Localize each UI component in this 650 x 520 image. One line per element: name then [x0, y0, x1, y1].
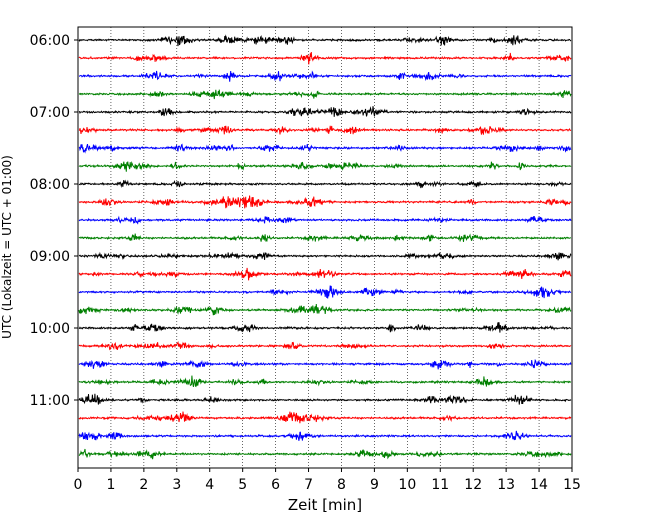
x-tick-label: 13	[497, 477, 515, 493]
seismic-trace	[78, 143, 572, 154]
x-tick-label: 10	[398, 477, 416, 493]
x-tick-label: 9	[370, 477, 379, 493]
seismic-trace	[78, 160, 572, 172]
seismic-trace	[78, 233, 572, 242]
seismic-trace	[78, 215, 572, 225]
y-axis-ticks: 06:00 07:00 08:00 09:00 10:00 11:00	[30, 33, 78, 409]
x-tick-label: 4	[205, 477, 214, 493]
y-tick-label: 11:00	[30, 393, 70, 409]
seismic-trace	[78, 303, 572, 316]
seismic-trace	[78, 70, 572, 82]
seismic-trace	[78, 125, 572, 135]
x-axis-label: Zeit [min]	[288, 496, 362, 514]
seismic-trace	[78, 341, 572, 351]
seismic-trace	[78, 285, 572, 299]
x-tick-label: 12	[464, 477, 482, 493]
y-tick-label: 08:00	[30, 177, 70, 193]
x-tick-label: 5	[238, 477, 247, 493]
x-tick-label: 11	[431, 477, 449, 493]
x-tick-label: 7	[304, 477, 313, 493]
seismic-trace	[78, 430, 572, 441]
seismic-trace	[78, 358, 572, 370]
seismic-trace	[78, 322, 572, 333]
y-tick-label: 09:00	[30, 249, 70, 265]
seismic-trace	[78, 251, 572, 261]
x-tick-label: 1	[106, 477, 115, 493]
y-axis-label: UTC (Lokalzeit = UTC + 01:00)	[0, 155, 14, 339]
seismic-trace	[78, 375, 572, 388]
seismic-trace	[78, 89, 572, 100]
seismic-trace	[78, 51, 572, 65]
x-tick-label: 14	[530, 477, 548, 493]
seismic-trace	[78, 106, 572, 117]
y-tick-label: 10:00	[30, 321, 70, 337]
y-tick-label: 06:00	[30, 33, 70, 49]
y-tick-label: 07:00	[30, 105, 70, 121]
x-tick-label: 15	[563, 477, 581, 493]
seismic-trace	[78, 448, 572, 460]
seismic-traces	[78, 34, 572, 460]
seismic-trace	[78, 179, 572, 189]
x-tick-label: 6	[271, 477, 280, 493]
seismic-trace	[78, 267, 572, 281]
x-axis-ticks: 0 1 2 3 4 5 6 7 8 9 10 11 12 13 14 15	[74, 468, 581, 493]
x-tick-label: 3	[172, 477, 181, 493]
seismic-trace	[78, 195, 572, 209]
plot-frame	[77, 26, 573, 469]
seismic-trace	[78, 34, 572, 47]
x-tick-label: 0	[74, 477, 83, 493]
x-tick-label: 8	[337, 477, 346, 493]
x-tick-label: 2	[139, 477, 148, 493]
seismic-trace	[78, 393, 572, 405]
seismic-trace	[78, 411, 572, 424]
